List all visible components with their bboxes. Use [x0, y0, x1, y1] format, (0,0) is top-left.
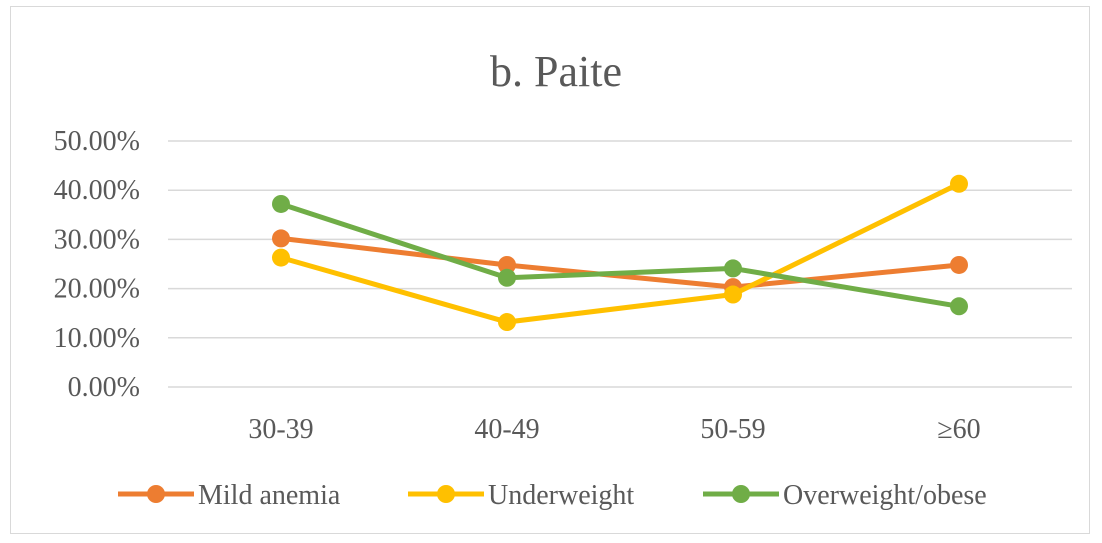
data-point — [272, 194, 290, 213]
legend: Mild anemia Underweight Overweight/obese — [118, 480, 987, 511]
x-tick-label: 40-49 — [474, 414, 539, 445]
data-point — [950, 174, 968, 193]
y-tick-label: 10.00% — [54, 323, 140, 354]
y-tick-label: 50.00% — [54, 126, 140, 157]
legend-item: Mild anemia — [118, 480, 341, 511]
x-tick-label: 50-59 — [700, 414, 765, 445]
legend-label: Overweight/obese — [783, 480, 987, 511]
data-point — [950, 255, 968, 274]
series-lines — [272, 174, 968, 332]
data-point — [950, 297, 968, 316]
y-tick-label: 0.00% — [68, 372, 140, 403]
x-axis-ticks: 30-39 40-49 50-59 ≥60 — [248, 414, 980, 445]
gridlines — [168, 140, 1072, 388]
series-line — [280, 201, 960, 309]
chart-title: b. Paite — [490, 47, 622, 96]
x-tick-label: ≥60 — [937, 414, 980, 445]
data-point — [498, 268, 516, 287]
legend-swatch-marker — [732, 485, 750, 503]
y-tick-label: 40.00% — [54, 175, 140, 206]
data-point — [272, 248, 290, 267]
series-overweight-obese — [272, 194, 968, 316]
data-point — [498, 255, 516, 274]
data-point — [272, 229, 290, 248]
data-point — [498, 313, 516, 332]
data-point — [724, 259, 742, 278]
x-tick-label: 30-39 — [248, 414, 313, 445]
legend-swatch-marker — [437, 485, 455, 503]
y-tick-label: 20.00% — [54, 274, 140, 305]
series-underweight — [272, 174, 968, 332]
series-mild-anemia — [272, 229, 968, 297]
series-line — [280, 181, 961, 325]
legend-swatch-marker — [147, 485, 165, 503]
data-point — [724, 285, 742, 304]
legend-label: Underweight — [488, 480, 634, 511]
legend-label: Mild anemia — [198, 480, 341, 511]
y-tick-label: 30.00% — [54, 224, 140, 255]
series-line — [280, 235, 960, 290]
y-axis-ticks: 0.00% 10.00% 20.00% 30.00% 40.00% 50.00% — [54, 126, 140, 403]
legend-item: Overweight/obese — [703, 480, 987, 511]
legend-item: Underweight — [408, 480, 634, 511]
